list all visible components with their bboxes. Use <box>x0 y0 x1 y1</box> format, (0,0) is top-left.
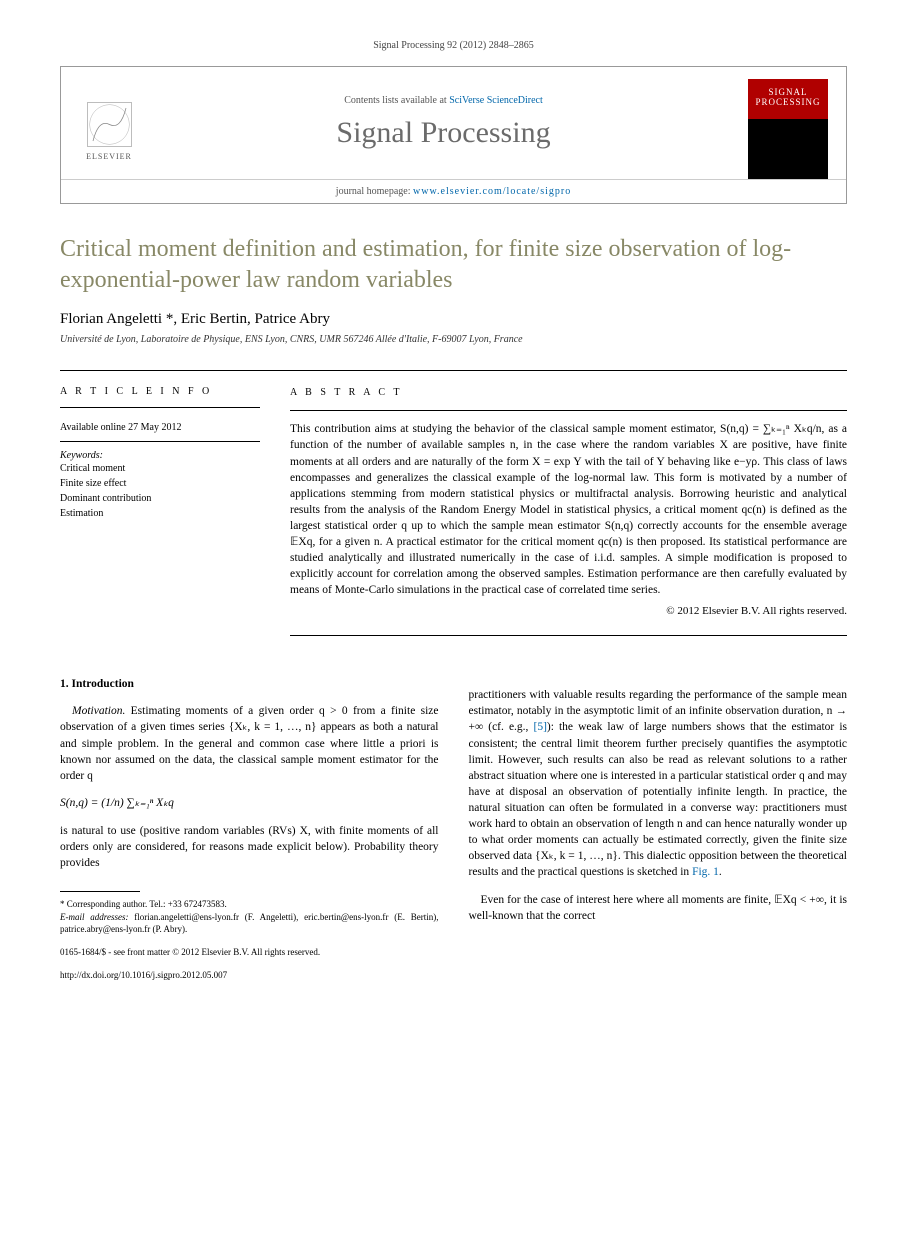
homepage-link[interactable]: www.elsevier.com/locate/sigpro <box>413 186 571 197</box>
section-heading: 1. Introduction <box>60 676 439 692</box>
citation-line: Signal Processing 92 (2012) 2848–2865 <box>60 40 847 51</box>
body-text: 1. Introduction Motivation. Estimating m… <box>60 676 847 981</box>
publisher-name: ELSEVIER <box>86 152 132 161</box>
body-col2-p1: practitioners with valuable results rega… <box>469 687 848 880</box>
abstract-text: This contribution aims at studying the b… <box>290 421 847 598</box>
authors: Florian Angeletti *, Eric Bertin, Patric… <box>60 311 847 328</box>
article-info-box: A R T I C L E I N F O Available online 2… <box>60 371 260 635</box>
formula-snq: S(n,q) = (1/n) ∑ₖ₌₁ⁿ Xₖq <box>60 795 439 811</box>
keyword: Dominant contribution <box>60 491 260 506</box>
motivation-lead: Motivation. <box>72 705 125 717</box>
doi-link[interactable]: http://dx.doi.org/10.1016/j.sigpro.2012.… <box>60 969 439 982</box>
fig-1-link[interactable]: Fig. 1 <box>692 866 719 878</box>
abstract-heading: A B S T R A C T <box>290 386 847 411</box>
article-title: Critical moment definition and estimatio… <box>60 234 847 296</box>
affiliation: Université de Lyon, Laboratoire de Physi… <box>60 334 847 345</box>
elsevier-logo: ELSEVIER <box>79 94 139 164</box>
column-right: practitioners with valuable results rega… <box>469 676 848 981</box>
keywords-heading: Keywords: <box>60 450 260 461</box>
front-matter: 0165-1684/$ - see front matter © 2012 El… <box>60 946 439 959</box>
email-footnote: E-mail addresses: florian.angeletti@ens-… <box>60 911 439 936</box>
column-left: 1. Introduction Motivation. Estimating m… <box>60 676 439 981</box>
journal-header: ELSEVIER Contents lists available at Sci… <box>60 66 847 204</box>
journal-name: Signal Processing <box>139 116 748 150</box>
keyword: Estimation <box>60 506 260 521</box>
body-p2: is natural to use (positive random varia… <box>60 823 439 871</box>
available-online: Available online 27 May 2012 <box>60 414 260 442</box>
keyword: Critical moment <box>60 461 260 476</box>
journal-cover-thumb: SIGNAL PROCESSING <box>748 79 828 179</box>
corresponding-author: * Corresponding author. Tel.: +33 672473… <box>60 898 439 911</box>
copyright-line: © 2012 Elsevier B.V. All rights reserved… <box>290 604 847 619</box>
sciencedirect-link[interactable]: SciVerse ScienceDirect <box>449 95 543 106</box>
abstract-box: A B S T R A C T This contribution aims a… <box>290 371 847 635</box>
ref-5-link[interactable]: [5] <box>533 721 546 733</box>
keyword: Finite size effect <box>60 476 260 491</box>
footnote-separator <box>60 891 140 892</box>
homepage-line: journal homepage: www.elsevier.com/locat… <box>61 179 846 203</box>
contents-available: Contents lists available at SciVerse Sci… <box>139 95 748 106</box>
article-info-heading: A R T I C L E I N F O <box>60 386 260 408</box>
body-col2-p2: Even for the case of interest here where… <box>469 892 848 924</box>
